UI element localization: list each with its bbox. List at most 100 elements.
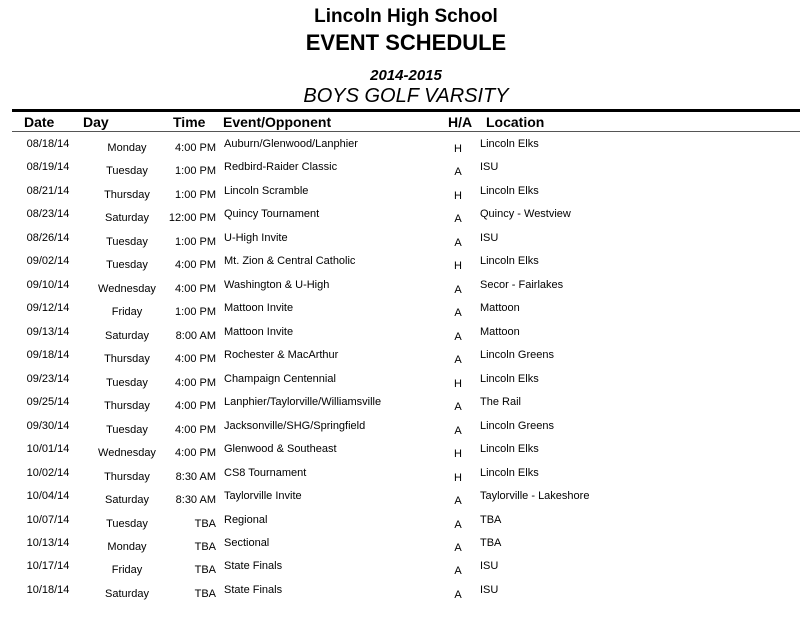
table-row: 08/18/14 Monday 4:00 PM Auburn/Glenwood/Lan… xyxy=(0,138,800,161)
cell-date: 09/02/14 xyxy=(26,255,70,268)
cell-ha: A xyxy=(454,166,462,179)
cell-event: Mattoon Invite xyxy=(224,302,294,315)
cell-time: 4:00 PM xyxy=(175,259,216,272)
cell-date: 10/17/14 xyxy=(26,560,70,573)
cell-day: Saturday xyxy=(104,587,150,600)
cell-location: Lincoln Elks xyxy=(480,443,539,456)
table-row: 10/01/14 Wednesday 4:00 PM Glenwood & South… xyxy=(0,443,800,466)
cell-time: 4:00 PM xyxy=(175,423,216,436)
cell-day: Saturday xyxy=(104,494,150,507)
cell-event: Sectional xyxy=(224,536,270,549)
table-row: 08/23/14 Saturday 12:00 PM Quincy Tournamen… xyxy=(0,208,800,231)
cell-date: 10/01/14 xyxy=(26,443,70,456)
cell-ha: H xyxy=(454,260,462,273)
cell-day: Tuesday xyxy=(106,165,148,178)
cell-date: 09/23/14 xyxy=(26,372,70,385)
cell-event: Lanphier/Taylorville/Williamsville xyxy=(224,396,382,409)
cell-date: 08/19/14 xyxy=(26,161,70,174)
cell-event: Auburn/Glenwood/Lanphier xyxy=(224,138,358,150)
cell-day: Tuesday xyxy=(106,259,148,272)
cell-event: Mt. Zion & Central Catholic xyxy=(224,255,356,268)
table-row: 08/26/14 Tuesday 1:00 PM U-High Invite A ISU xyxy=(0,232,800,255)
cell-event: Mattoon Invite xyxy=(224,325,294,338)
cell-location: The Rail xyxy=(480,396,521,409)
cell-ha: A xyxy=(454,565,462,578)
cell-time: 1:00 PM xyxy=(175,188,216,201)
cell-location: Lincoln Elks xyxy=(480,138,539,150)
cell-ha: A xyxy=(454,401,462,414)
cell-event: Lincoln Scramble xyxy=(224,184,309,197)
cell-day: Thursday xyxy=(104,353,150,366)
column-header-day: Day xyxy=(83,114,109,130)
cell-location: TBA xyxy=(480,513,502,526)
cell-event: State Finals xyxy=(224,583,283,596)
table-row: 08/19/14 Tuesday 1:00 PM Redbird-Raider Cla… xyxy=(0,161,800,184)
cell-ha: H xyxy=(454,471,462,484)
cell-date: 10/13/14 xyxy=(26,536,70,549)
cell-date: 08/21/14 xyxy=(26,184,70,197)
cell-time: TBA xyxy=(194,540,216,553)
cell-event: CS8 Tournament xyxy=(224,466,307,479)
season: 2014-2015 xyxy=(370,67,442,84)
column-header-date: Date xyxy=(24,114,55,130)
cell-ha: H xyxy=(454,377,462,390)
cell-date: 09/12/14 xyxy=(26,302,70,315)
cell-location: Lincoln Elks xyxy=(480,372,539,385)
cell-date: 10/18/14 xyxy=(26,583,70,596)
cell-location: Lincoln Greens xyxy=(480,349,554,362)
cell-day: Tuesday xyxy=(106,423,148,436)
cell-ha: A xyxy=(454,424,462,437)
cell-date: 09/10/14 xyxy=(26,278,70,291)
cell-time: 12:00 PM xyxy=(168,212,216,225)
cell-event: Regional xyxy=(224,513,268,526)
cell-location: ISU xyxy=(480,560,499,573)
cell-ha: H xyxy=(454,143,462,155)
cell-date: 09/30/14 xyxy=(26,419,70,432)
cell-ha: A xyxy=(454,495,462,508)
team-name: BOYS GOLF VARSITY xyxy=(303,85,509,107)
column-header-event: Event/Opponent xyxy=(223,114,332,130)
column-header-location: Location xyxy=(486,114,545,130)
cell-location: Lincoln Elks xyxy=(480,184,539,197)
cell-location: ISU xyxy=(480,231,499,244)
table-row: 08/21/14 Thursday 1:00 PM Lincoln Scramble H… xyxy=(0,185,800,208)
school-name: Lincoln High School xyxy=(314,6,498,27)
cell-location: Mattoon xyxy=(480,302,520,315)
divider-thin xyxy=(12,131,800,132)
cell-event: Glenwood & Southeast xyxy=(224,443,337,456)
table-row: 09/10/14 Wednesday 4:00 PM Washington & U-H… xyxy=(0,279,800,302)
cell-time: 4:00 PM xyxy=(175,353,216,366)
cell-ha: A xyxy=(454,354,462,367)
cell-day: Tuesday xyxy=(106,235,148,248)
column-header-time: Time xyxy=(173,114,206,130)
table-row: 10/18/14 Saturday TBA State Finals A ISU xyxy=(0,584,800,607)
cell-location: Mattoon xyxy=(480,325,520,338)
cell-time: 8:30 AM xyxy=(175,494,216,507)
table-row: 10/13/14 Monday TBA Sectional A TBA xyxy=(0,537,800,560)
cell-ha: A xyxy=(454,283,462,296)
cell-date: 08/23/14 xyxy=(26,208,70,221)
table-row: 10/17/14 Friday TBA State Finals A ISU xyxy=(0,560,800,583)
cell-date: 08/26/14 xyxy=(26,231,70,244)
cell-day: Saturday xyxy=(104,212,150,225)
table-row: 09/12/14 Friday 1:00 PM Mattoon Invite A Matt… xyxy=(0,302,800,325)
cell-location: Quincy - Westview xyxy=(480,208,571,221)
cell-time: 4:00 PM xyxy=(175,376,216,389)
cell-day: Monday xyxy=(107,540,147,553)
cell-day: Thursday xyxy=(104,400,150,413)
cell-date: 10/07/14 xyxy=(26,513,70,526)
cell-event: Rochester & MacArthur xyxy=(224,349,339,362)
cell-ha: A xyxy=(454,518,462,531)
cell-time: 1:00 PM xyxy=(175,165,216,178)
cell-location: Lincoln Elks xyxy=(480,255,539,268)
divider-thick xyxy=(12,109,800,112)
cell-time: TBA xyxy=(194,587,216,600)
table-row: 09/25/14 Thursday 4:00 PM Lanphier/Taylorvi… xyxy=(0,396,800,419)
cell-time: 4:00 PM xyxy=(175,447,216,460)
cell-day: Tuesday xyxy=(106,517,148,530)
cell-location: ISU xyxy=(480,161,499,174)
cell-ha: A xyxy=(454,330,462,343)
cell-day: Saturday xyxy=(104,329,150,342)
cell-ha: A xyxy=(454,213,462,226)
table-row: 10/04/14 Saturday 8:30 AM Taylorville Invit… xyxy=(0,490,800,513)
